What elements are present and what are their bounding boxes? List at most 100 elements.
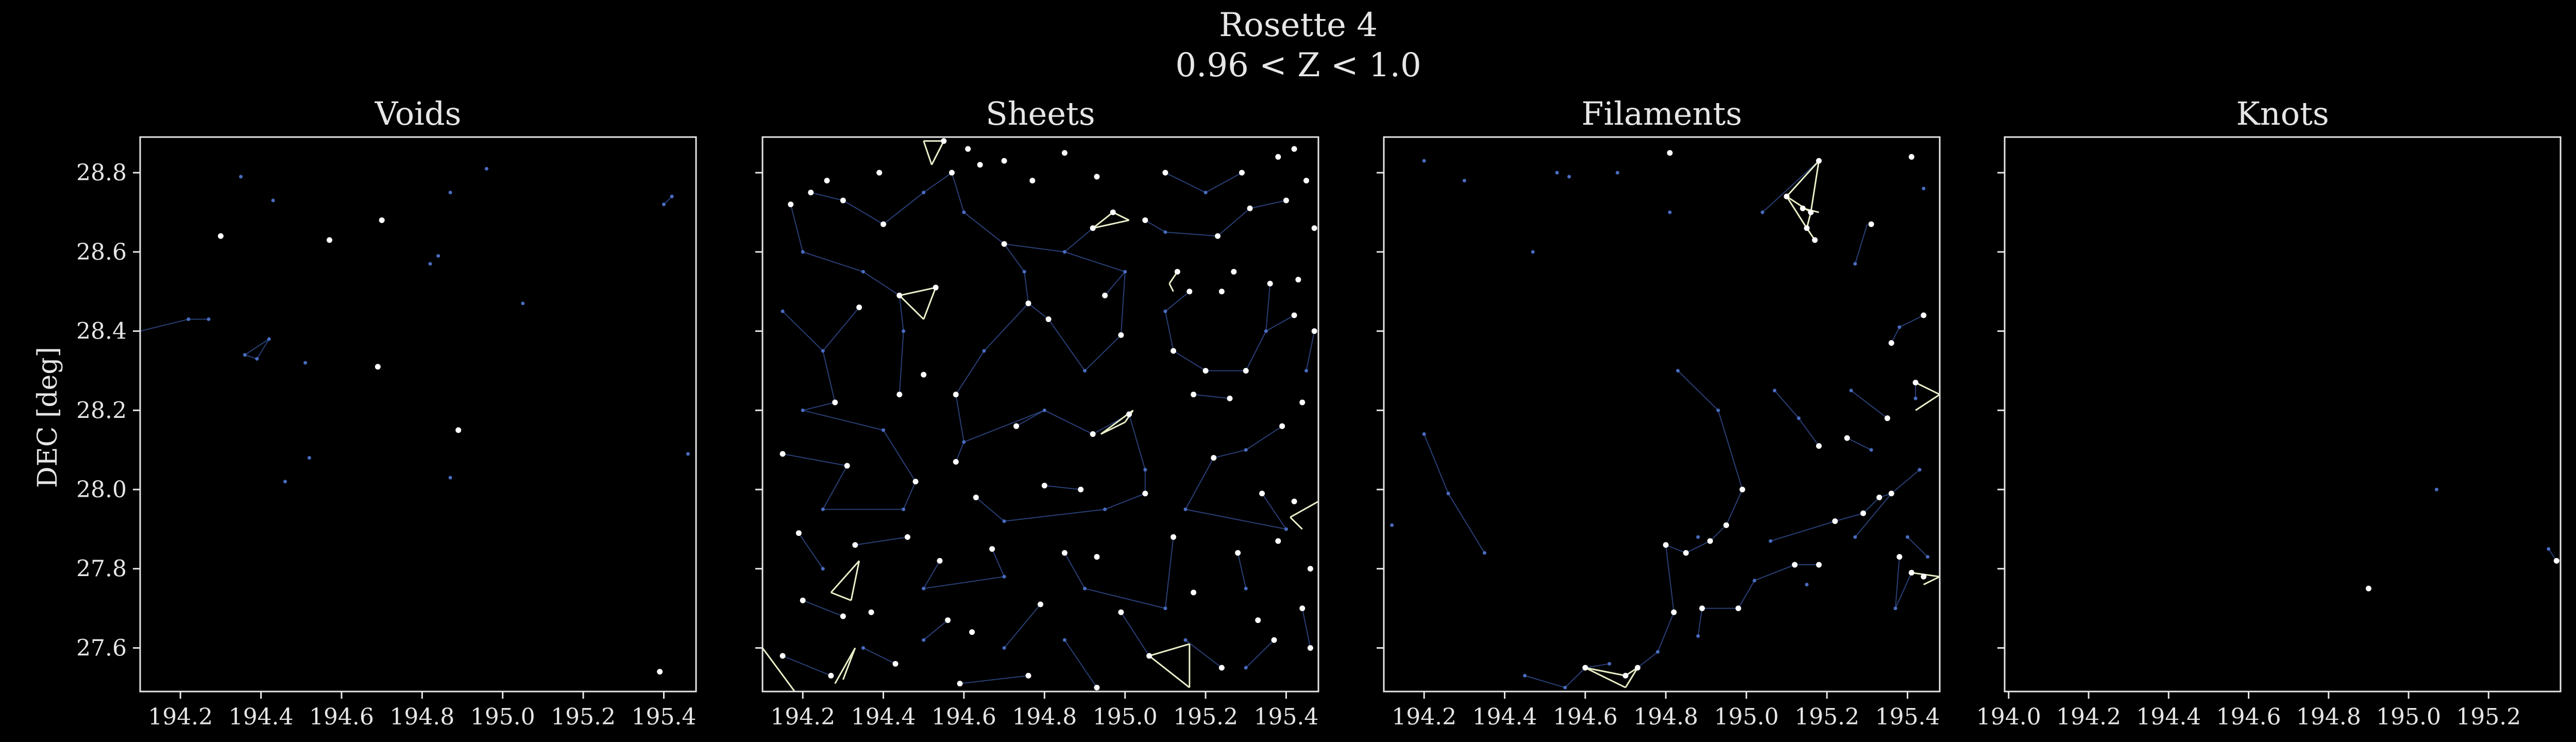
network-node: [1696, 535, 1700, 539]
network-edge: [1084, 334, 1122, 372]
data-point: [1663, 542, 1669, 548]
network-node: [902, 329, 906, 333]
network-edge: [960, 675, 1029, 684]
network-edge: [1265, 283, 1271, 331]
y-tick-label: 28.6: [76, 239, 127, 265]
x-tick-label: 194.0: [1976, 704, 2041, 730]
data-point: [1868, 221, 1874, 227]
network-edge: [1585, 663, 1610, 668]
network-node: [1905, 535, 1909, 539]
data-point: [1784, 193, 1790, 199]
network-edge: [1851, 390, 1888, 419]
network-edge: [1891, 327, 1900, 344]
data-point: [2365, 585, 2371, 592]
x-tick-label: 195.2: [551, 704, 616, 730]
network-node: [1002, 519, 1006, 524]
network-node: [670, 194, 674, 198]
network-edge: [782, 311, 823, 351]
y-tick-label: 28.0: [76, 477, 127, 503]
data-point: [1792, 562, 1798, 568]
network-node: [239, 175, 243, 179]
highlight-edge: [834, 647, 856, 684]
x-tick-label: 194.4: [229, 704, 294, 730]
network-node: [1123, 269, 1127, 274]
highlight-edge: [830, 560, 860, 593]
network-edge: [1754, 564, 1795, 581]
highlight-edge: [1923, 576, 1940, 585]
network-node: [1797, 416, 1801, 420]
network-edge: [802, 251, 863, 273]
data-point: [1739, 486, 1745, 493]
network-node: [1143, 468, 1147, 472]
data-point: [1884, 415, 1890, 421]
data-point: [1061, 150, 1067, 156]
highlight-edge: [1092, 211, 1114, 229]
network-node: [1284, 527, 1288, 531]
data-point: [832, 399, 838, 406]
x-tick-label: 194.8: [389, 704, 454, 730]
plot-area: [140, 166, 690, 675]
data-point: [1671, 609, 1677, 615]
data-point: [1622, 672, 1629, 679]
network-node: [1002, 575, 1006, 579]
x-tick-label: 194.2: [1392, 704, 1456, 730]
data-point: [1921, 312, 1927, 318]
data-point: [779, 653, 786, 659]
highlight-edge: [923, 141, 933, 165]
network-edge: [1249, 199, 1286, 209]
network-node: [1244, 586, 1248, 591]
data-point: [1816, 443, 1822, 449]
network-node: [882, 428, 886, 432]
network-edge: [1798, 418, 1820, 447]
network-edge: [1016, 410, 1045, 427]
network-node: [1204, 191, 1208, 195]
network-node: [1244, 448, 1248, 452]
network-edge: [903, 481, 917, 510]
data-point: [1110, 209, 1116, 215]
network-edge: [1064, 639, 1097, 688]
data-point: [1013, 423, 1020, 429]
network-edge: [1697, 608, 1703, 636]
network-node: [271, 198, 275, 203]
data-point: [852, 542, 858, 548]
data-point: [904, 534, 910, 540]
data-point: [379, 217, 385, 223]
network-edge: [1004, 604, 1041, 649]
network-edge: [256, 339, 270, 359]
data-point: [1291, 312, 1297, 318]
network-node: [1163, 309, 1167, 313]
network-node: [902, 507, 906, 511]
network-node: [1022, 269, 1026, 274]
network-edge: [1165, 172, 1206, 193]
network-node: [1760, 210, 1765, 214]
data-point: [1311, 225, 1317, 231]
x-tick-label: 194.6: [2216, 704, 2281, 730]
network-edge: [244, 339, 269, 356]
data-point: [844, 463, 850, 469]
x-tick-label: 195.2: [1794, 704, 1859, 730]
x-tick-label: 195.4: [1253, 704, 1318, 730]
data-point: [1707, 538, 1713, 544]
data-point: [1126, 411, 1132, 417]
network-node: [1422, 159, 1426, 163]
data-point: [1171, 348, 1177, 354]
x-tick-label: 194.2: [2056, 704, 2121, 730]
network-node: [1897, 325, 1902, 329]
network-node: [922, 191, 926, 195]
network-edge: [883, 192, 924, 225]
network-node: [1062, 638, 1066, 642]
data-point: [1001, 241, 1007, 247]
network-edge: [822, 350, 836, 403]
network-edge: [1028, 303, 1049, 320]
data-point: [1191, 392, 1197, 398]
data-point: [1908, 569, 1914, 576]
network-node: [801, 250, 805, 254]
network-node: [1668, 210, 1672, 214]
network-edge: [1185, 458, 1214, 510]
data-point: [957, 681, 963, 687]
network-edge: [1105, 493, 1146, 510]
network-edge: [1205, 172, 1242, 193]
network-edge: [1855, 493, 1892, 537]
network-edge: [862, 271, 900, 296]
data-point: [1832, 518, 1838, 525]
